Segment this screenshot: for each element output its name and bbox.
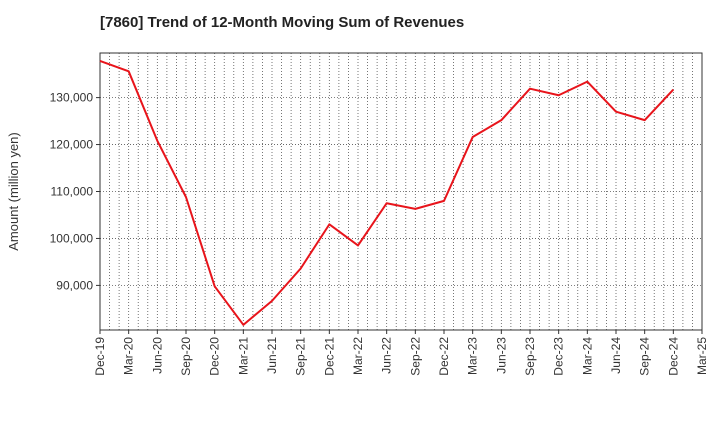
y-tick-labels: 90,000 100,000 110,000 120,000 130,000 <box>50 91 94 293</box>
series-line <box>99 60 675 326</box>
x-tick-label: Dec-19 <box>93 337 107 376</box>
x-tick-label: Sep-21 <box>294 337 308 376</box>
y-tick-label: 110,000 <box>51 185 94 199</box>
x-tick-label: Dec-20 <box>208 337 222 376</box>
x-tick-label: Jun-24 <box>609 337 623 374</box>
y-gridlines <box>100 97 702 286</box>
y-tick-label: 90,000 <box>56 278 93 292</box>
x-tick-label: Sep-22 <box>408 337 422 376</box>
x-tick-label: Mar-23 <box>466 337 480 375</box>
x-tick-label: Mar-25 <box>695 337 709 375</box>
x-tick-label: Mar-21 <box>236 337 250 375</box>
x-tick-label: Jun-22 <box>380 337 394 374</box>
x-tick-label: Dec-24 <box>666 337 680 376</box>
x-tick-label: Dec-23 <box>552 337 566 376</box>
x-tick-label: Sep-24 <box>638 337 652 376</box>
y-axis-title: Amount (million yen) <box>6 132 21 251</box>
chart-title: [7860] Trend of 12-Month Moving Sum of R… <box>100 14 465 31</box>
x-tick-label: Dec-21 <box>322 337 336 376</box>
x-tick-label: Mar-20 <box>122 337 136 375</box>
x-tick-label: Mar-22 <box>351 337 365 375</box>
x-tick-labels: Dec-19 Mar-20 Jun-20 Sep-20 Dec-20 Mar-21 Jun-… <box>93 337 709 376</box>
y-tick-label: 130,000 <box>50 91 94 105</box>
x-tick-label: Dec-22 <box>437 337 451 376</box>
x-tick-label: Jun-20 <box>150 337 164 374</box>
axis-ticks <box>96 97 703 334</box>
x-tick-label: Sep-23 <box>523 337 537 376</box>
x-tick-label: Jun-21 <box>265 337 279 374</box>
x-tick-label: Sep-20 <box>179 337 193 376</box>
y-tick-label: 100,000 <box>50 231 94 245</box>
x-tick-label: Mar-24 <box>580 337 594 375</box>
x-tick-label: Jun-23 <box>494 337 508 374</box>
y-tick-label: 120,000 <box>50 138 94 152</box>
